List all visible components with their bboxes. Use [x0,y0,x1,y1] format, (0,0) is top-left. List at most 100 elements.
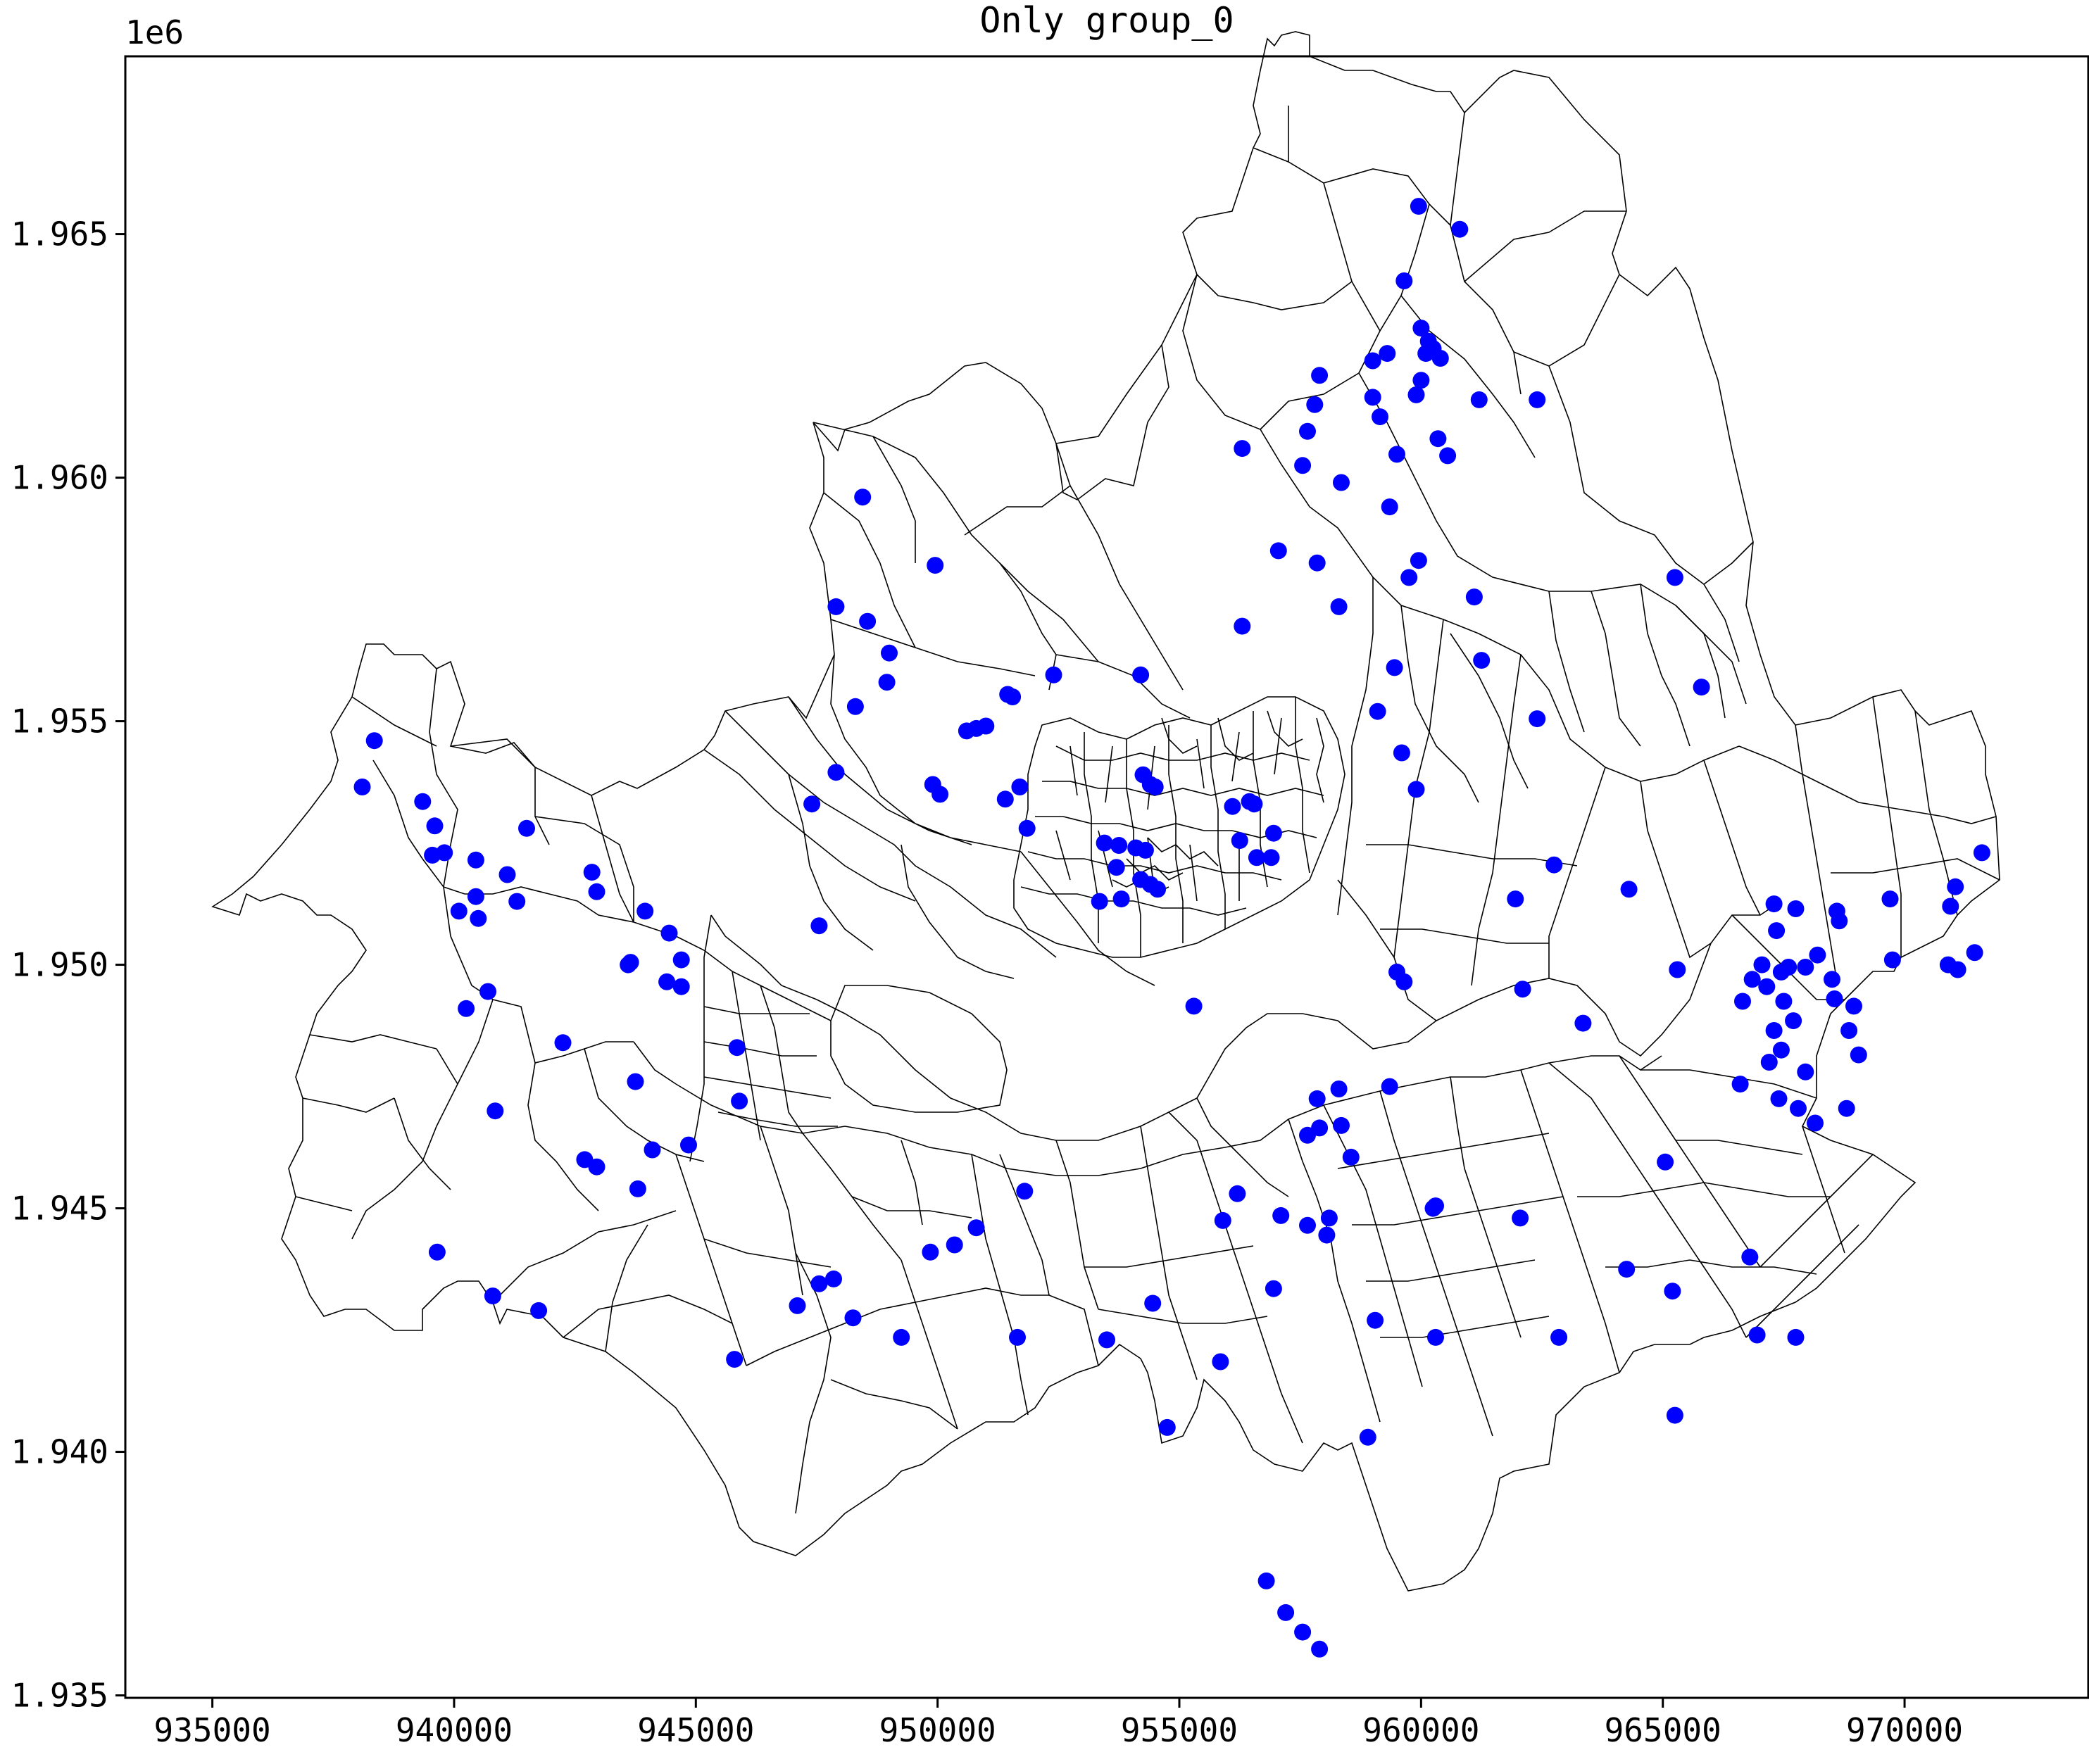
data-point [1529,710,1546,728]
data-point [1231,832,1248,850]
data-point [1693,679,1710,696]
district-lines-south-central [1055,1076,1564,1444]
data-point [1110,837,1128,854]
data-point [893,1328,910,1346]
data-point [1429,430,1447,448]
data-point [1666,1406,1683,1424]
river-boundary-south [675,1055,1662,1176]
data-point [878,674,896,691]
y-tick-label: 1.945 [11,1190,108,1228]
data-point [530,1302,548,1319]
data-point [1410,198,1427,215]
data-point [1840,1022,1858,1039]
data-point [927,557,944,574]
data-point [1797,1063,1814,1081]
data-point [931,786,949,803]
data-point [810,917,828,935]
data-point [827,764,845,781]
data-point [1514,981,1531,998]
data-point [1045,666,1062,683]
data-point [1333,1116,1350,1134]
chart-title: Only group_0 [979,0,1234,41]
data-point [1158,1418,1176,1436]
data-point [1973,844,1990,862]
data-point [1185,997,1203,1015]
data-point [1845,997,1862,1015]
data-point [1765,1022,1783,1039]
data-point [660,924,678,942]
data-point [1807,1114,1824,1132]
data-point [1372,408,1388,426]
data-point [1758,978,1776,995]
data-point [1311,367,1329,384]
data-point [1620,881,1638,898]
data-point [1529,391,1546,408]
data-point [1669,961,1686,978]
data-point [588,1158,606,1176]
data-point [636,902,654,920]
x-tick-label: 960000 [1362,1711,1479,1749]
district-lines-west [295,668,705,1240]
island-boundary [830,985,1008,1113]
data-point [1311,1119,1329,1137]
data-point [1545,856,1563,874]
data-point [1091,893,1108,910]
x-tick-label: 940000 [396,1711,513,1749]
data-point [1330,1081,1348,1097]
x-tick-label: 965000 [1605,1711,1721,1749]
data-point [1465,588,1483,606]
x-tick-label: 935000 [154,1711,271,1749]
data-point [1379,345,1396,363]
data-point [450,902,468,920]
data-point [1741,1248,1759,1266]
data-point [859,612,877,630]
data-point [1772,963,1790,981]
data-point [1149,881,1167,898]
plot-frame [124,55,2089,1699]
data-point [1451,220,1469,238]
data-point [365,732,383,750]
data-point [1299,1216,1316,1234]
data-point [946,1236,963,1254]
data-point [1734,993,1751,1010]
data-point [726,1351,744,1368]
data-point [1212,1353,1229,1371]
data-point [458,1000,475,1017]
data-point [1016,1183,1034,1200]
x-tick-label: 945000 [637,1711,754,1749]
data-point [479,983,496,1000]
data-point [1883,951,1901,969]
data-point [620,956,637,974]
district-lines-west-2 [675,914,838,1162]
data-point [1330,598,1348,615]
data-point [1412,372,1430,389]
data-point [554,1034,572,1052]
data-point [426,817,444,835]
data-point [1809,946,1826,964]
data-point [1294,457,1312,474]
y-tick-label: 1.950 [11,946,108,984]
data-point [1393,744,1410,762]
y-tick-label: 1.955 [11,703,108,741]
data-point [1427,1328,1444,1346]
data-point [1269,542,1287,560]
data-point [680,1136,697,1154]
data-point [1824,971,1840,988]
y-tick-label: 1.960 [11,459,108,497]
data-point [1144,1294,1162,1312]
data-point [1009,1328,1026,1346]
data-point [1881,890,1899,908]
data-point [1470,391,1488,408]
data-point [1412,320,1430,337]
data-point [846,698,864,715]
data-point [672,951,690,969]
data-point [1277,1604,1295,1621]
data-point [1512,1209,1529,1227]
data-point [854,489,872,506]
data-point [1785,1012,1802,1030]
data-point [1381,1078,1398,1095]
data-point [1388,446,1405,463]
data-point [1731,1076,1749,1093]
data-point [1618,1261,1636,1278]
data-point [467,851,484,869]
